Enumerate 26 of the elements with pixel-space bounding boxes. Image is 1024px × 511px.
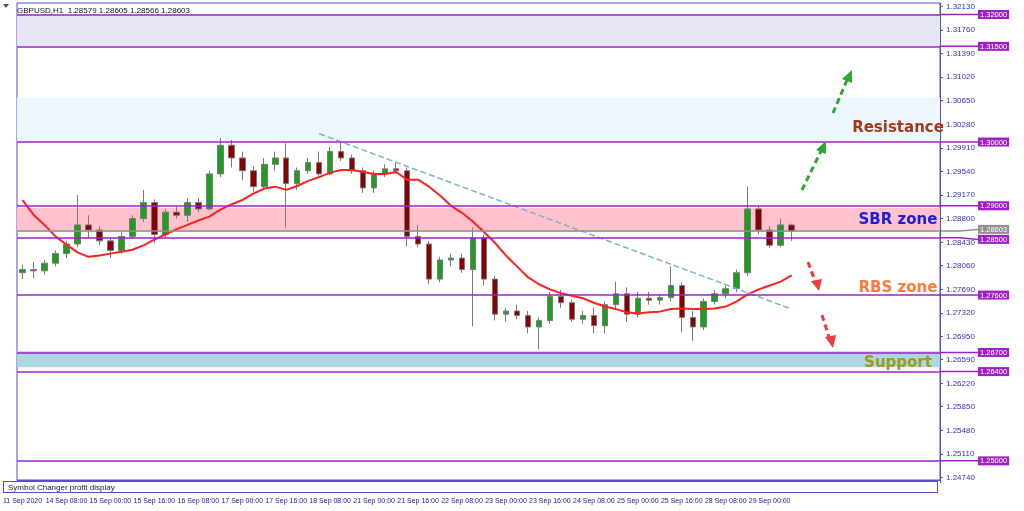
y-tick-label: 1.24740: [946, 472, 976, 482]
annotation: RBS zone: [858, 278, 938, 296]
y-tick-label: 1.28800: [946, 214, 976, 224]
y-tick-label: 1.30280: [946, 119, 976, 129]
annotation: SBR zone: [858, 210, 938, 228]
y-tick-label: 1.28060: [946, 261, 976, 271]
y-tick-label: 1.26950: [946, 332, 976, 342]
y-tick-label: 1.29170: [946, 190, 976, 200]
text: Symbol Changer profit display: [3, 481, 938, 493]
y-tick-label: 1.27320: [946, 308, 976, 318]
y-tick-label: 1.26590: [946, 354, 976, 364]
y-tick-label: 1.31390: [946, 48, 976, 58]
y-tick-label: 1.31020: [946, 72, 976, 82]
y-tick-label: 1.29910: [946, 143, 976, 153]
y-tick-label: 1.30650: [946, 96, 976, 106]
y-tick-label: 1.26220: [946, 378, 976, 388]
y-tick-label: 1.32130: [946, 1, 976, 11]
y-tick-label: 1.25850: [946, 402, 976, 412]
y-tick-label: 1.28430: [946, 237, 976, 247]
y-tick-label: 1.25110: [946, 449, 975, 459]
chart-title: GBPUSD,H1 1.28579 1.28605 1.28566 1.28603: [17, 5, 191, 15]
y-tick-label: 1.25480: [946, 425, 976, 435]
y-tick-label: 1.31760: [946, 25, 976, 35]
annotation: Support: [864, 353, 932, 371]
y-tick-label: 1.27690: [946, 284, 976, 294]
y-tick-label: 1.29540: [946, 166, 976, 176]
